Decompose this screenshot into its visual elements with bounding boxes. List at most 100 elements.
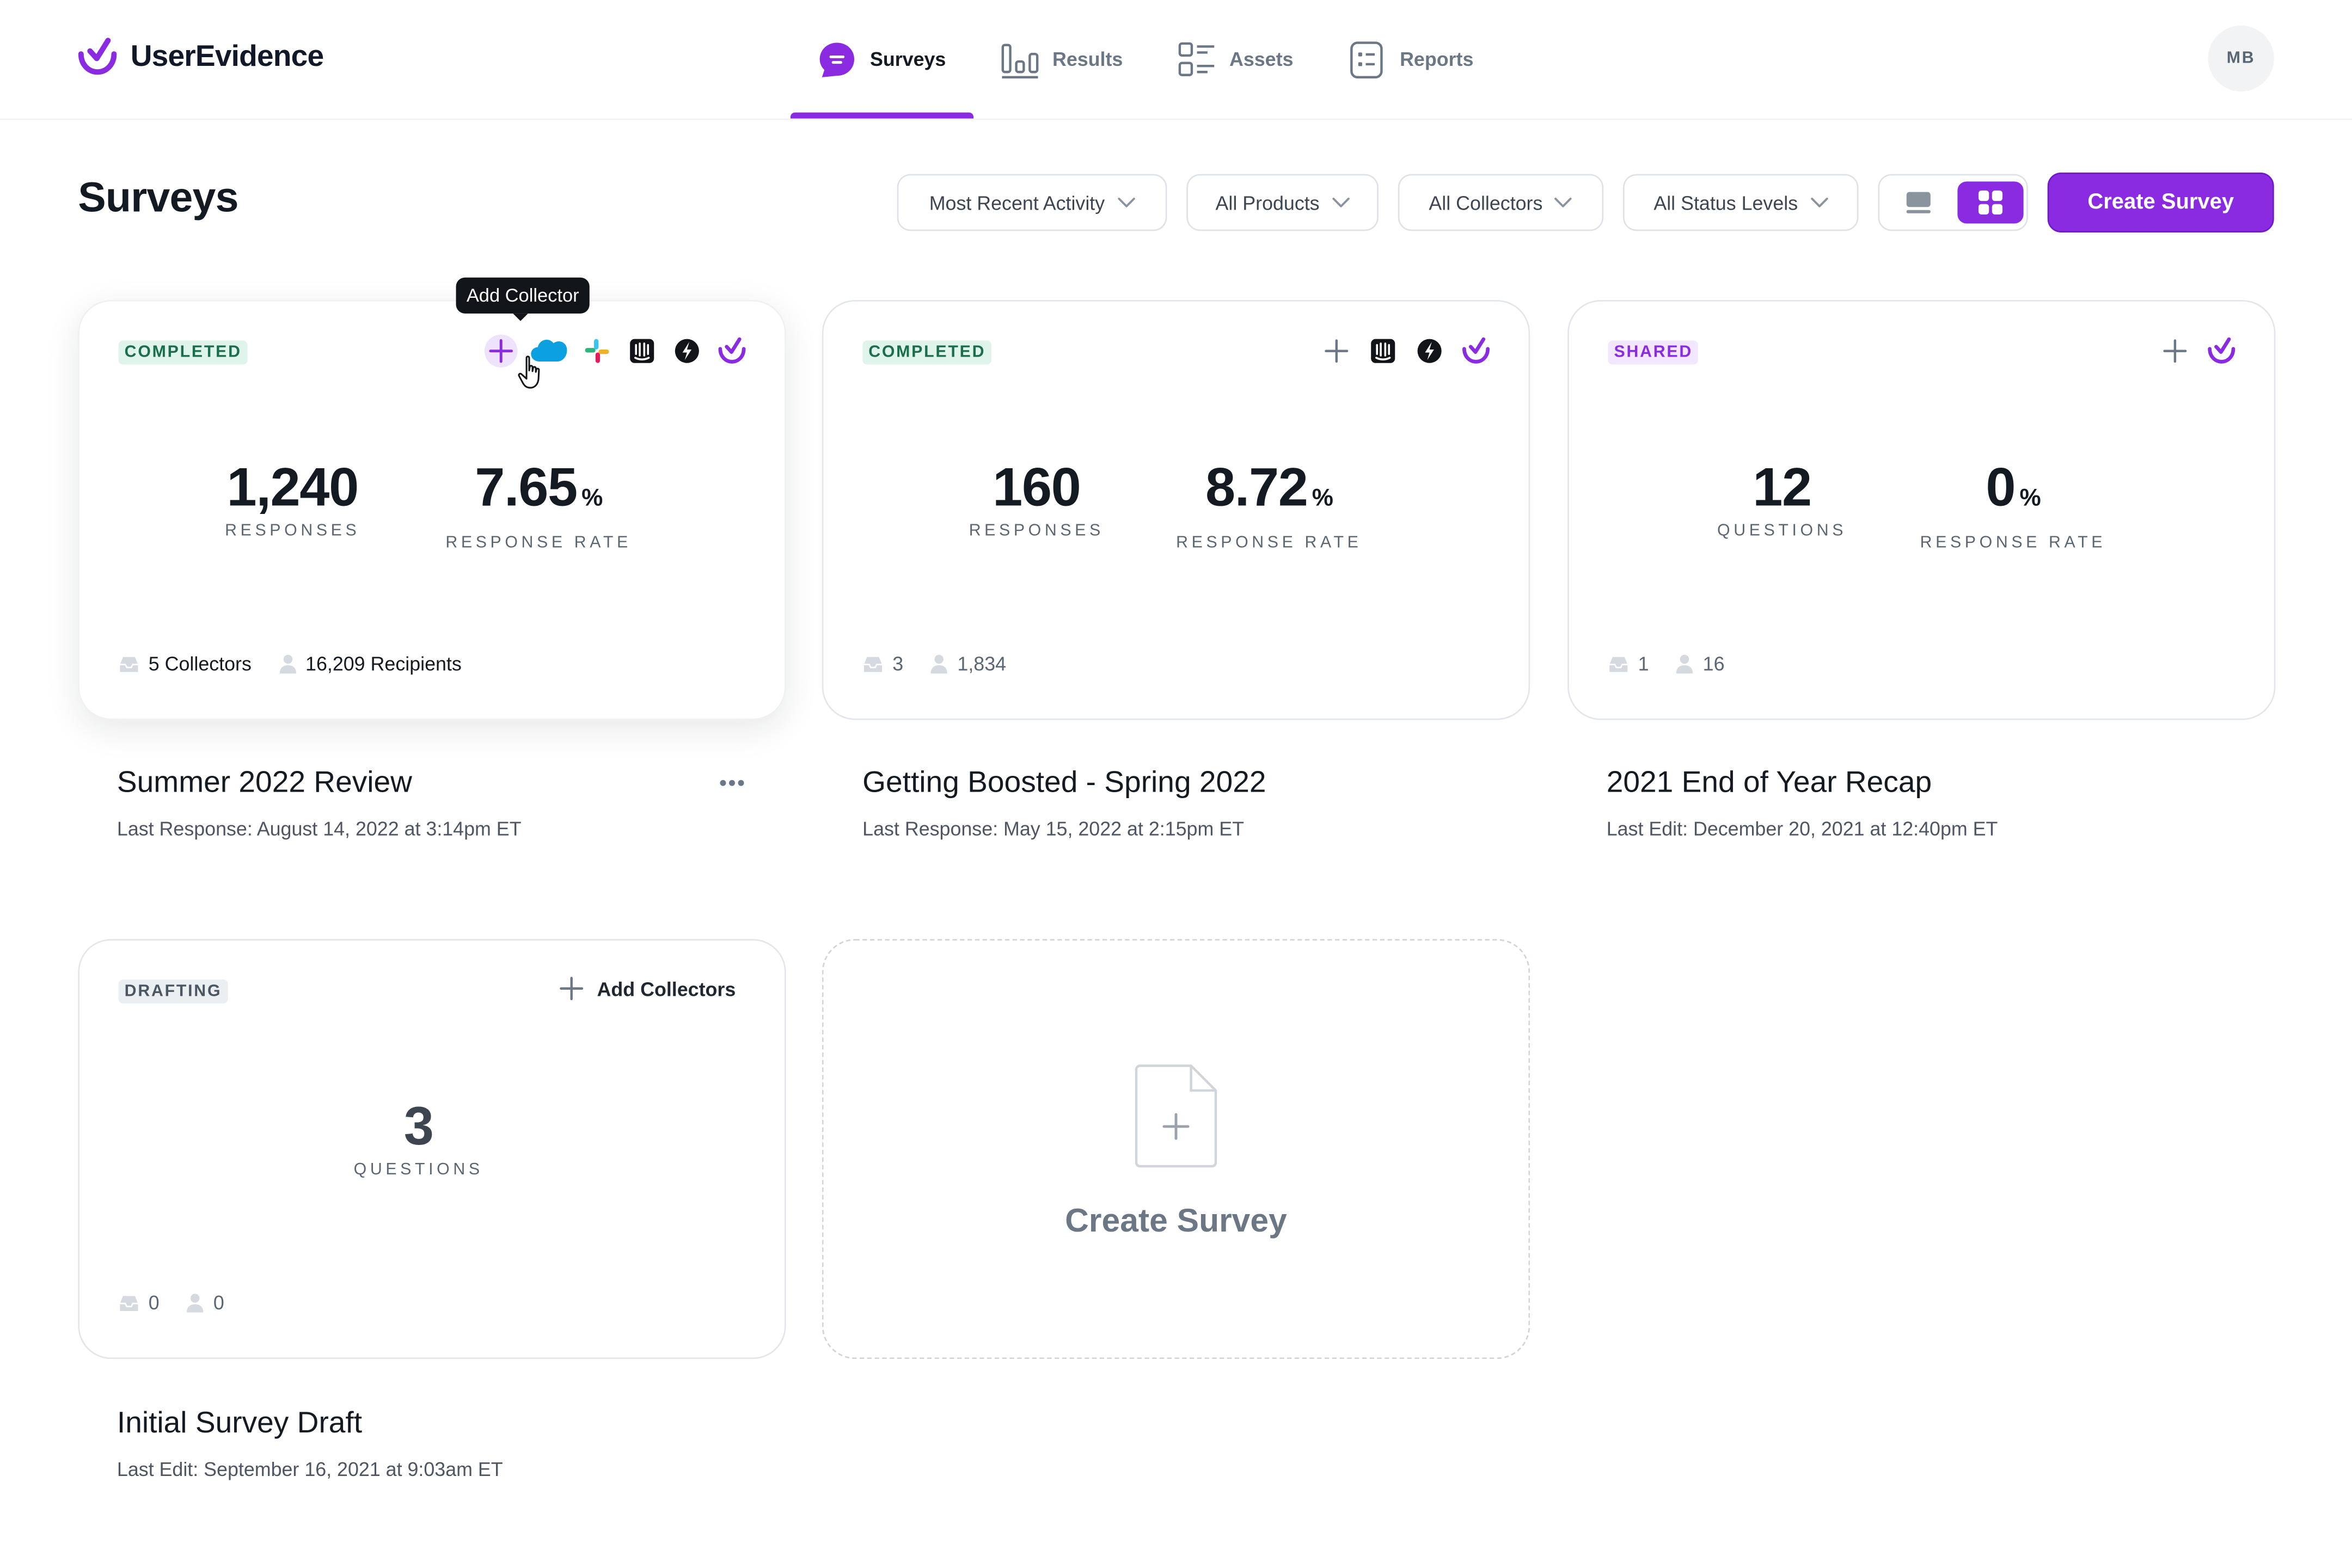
user-avatar[interactable]: MB [2208,25,2274,92]
stat-value: 3 [403,1095,434,1157]
add-collectors-button[interactable]: Add Collectors [560,977,736,1001]
page-title: Surveys [78,174,238,221]
sort-dropdown[interactable]: Most Recent Activity [897,174,1167,231]
userevidence-collector-icon[interactable] [2205,334,2238,367]
brand-name: UserEvidence [130,40,324,73]
card-footer: 0 0 [119,1291,224,1314]
view-toggle [1878,174,2028,231]
salesforce-icon[interactable] [530,334,569,367]
slack-icon[interactable] [580,334,614,367]
plus-icon [2163,339,2187,363]
response-rate-stat: 8.72% RESPONSE RATE [1176,457,1362,552]
survey-title[interactable]: 2021 End of Year Recap [1606,766,1932,800]
person-icon [1676,654,1693,674]
collector-icons [484,334,749,367]
inbox-icon [1609,656,1628,671]
bolt-icon[interactable] [1413,334,1446,367]
plus-icon [560,977,584,1001]
userevidence-collector-icon[interactable] [715,334,749,367]
report-icon [1350,40,1383,78]
stat-value: 160 [993,456,1081,518]
list-view-button[interactable] [1885,181,1951,223]
stat-unit: % [1312,486,1333,512]
chevron-down-icon [1117,198,1135,207]
survey-card[interactable]: SHARED 12 QUESTIONS 0% RESPONSE RATE 1 [1567,300,2276,720]
stat-label: RESPONSES [969,522,1104,540]
nav-assets[interactable]: Assets [1150,0,1320,119]
collectors-count: 3 [862,652,903,675]
hand-cursor-icon [518,356,540,389]
grid-view-button[interactable] [1957,181,2024,224]
survey-subtitle: Last Edit: September 16, 2021 at 9:03am … [117,1457,503,1481]
stat-value: 0 [1986,456,2016,518]
collectors-count: 1 [1608,652,1649,675]
survey-title[interactable]: Getting Boosted - Spring 2022 [862,766,1266,800]
add-collector-tooltip: Add Collector [456,277,590,321]
inbox-icon [120,656,138,671]
plus-icon [1325,339,1349,363]
responses-stat: 160 RESPONSES [969,457,1104,540]
recipients-count: 1,834 [930,652,1006,675]
logo[interactable]: UserEvidence [77,36,324,78]
plus-icon [489,339,513,363]
collectors-dropdown[interactable]: All Collectors [1398,174,1604,231]
nav-results[interactable]: Results [973,0,1150,119]
survey-title[interactable]: Initial Survey Draft [117,1407,363,1440]
card-footer: 1 16 [1608,652,1725,675]
logo-check-icon [78,38,117,75]
bar-chart-icon [1001,43,1038,78]
chevron-down-icon [1810,198,1828,207]
card-footer: 3 1,834 [862,652,1006,675]
person-icon [187,1294,204,1313]
create-survey-card-label: Create Survey [1065,1201,1287,1239]
inbox-icon [120,1295,138,1310]
survey-card[interactable]: COMPLETED [78,300,786,720]
status-dropdown[interactable]: All Status Levels [1623,174,1859,231]
questions-stat: 12 QUESTIONS [1717,457,1847,540]
intercom-icon[interactable] [626,334,659,367]
collectors-count: 5 Collectors [119,652,252,675]
person-icon [279,654,296,674]
intercom-icon[interactable] [1367,334,1400,367]
stat-label: QUESTIONS [1717,522,1847,540]
response-rate-stat: 0% RESPONSE RATE [1920,457,2106,552]
stat-label: RESPONSE RATE [1920,534,2106,552]
nav-assets-label: Assets [1229,48,1294,71]
add-collectors-label: Add Collectors [597,977,736,1000]
collector-icons [2159,334,2238,367]
create-survey-card[interactable]: Create Survey [822,939,1530,1359]
stat-unit: % [581,486,603,512]
add-collector-button[interactable] [2159,334,2192,367]
list-view-icon [1906,192,1931,213]
survey-card[interactable]: COMPLETED [822,300,1530,720]
products-dropdown[interactable]: All Products [1186,174,1379,231]
main-nav: Surveys Results [790,0,1500,119]
recipients-count: 16,209 Recipients [278,652,462,675]
bolt-icon[interactable] [671,334,704,367]
userevidence-collector-icon[interactable] [1460,334,1493,367]
add-collector-button[interactable] [1320,334,1353,367]
create-survey-button[interactable]: Create Survey [2047,172,2274,233]
nav-surveys[interactable]: Surveys [790,0,973,119]
more-options-button[interactable] [717,769,747,797]
stat-value: 7.65 [475,456,578,518]
stat-value: 8.72 [1205,456,1308,518]
questions-stat: 3 QUESTIONS [353,1095,483,1179]
stat-label: RESPONSE RATE [445,534,632,552]
stat-label: RESPONSE RATE [1176,534,1362,552]
list-icon [1178,41,1214,76]
top-header: UserEvidence Surveys Results [0,0,2352,120]
nav-reports[interactable]: Reports [1320,0,1500,119]
card-footer: 5 Collectors 16,209 Recipients [119,652,462,675]
responses-stat: 1,240 RESPONSES [225,457,360,540]
stat-label: QUESTIONS [353,1161,483,1179]
add-collector-button[interactable] [484,334,518,367]
stat-value: 12 [1753,456,1812,518]
nav-results-label: Results [1052,48,1123,71]
survey-card[interactable]: DRAFTING 3 QUESTIONS 0 0 [78,939,786,1359]
survey-title[interactable]: Summer 2022 Review [117,766,412,800]
stat-label: RESPONSES [225,522,360,540]
survey-subtitle: Last Response: August 14, 2022 at 3:14pm… [117,817,522,840]
response-rate-stat: 7.65% RESPONSE RATE [445,457,631,552]
